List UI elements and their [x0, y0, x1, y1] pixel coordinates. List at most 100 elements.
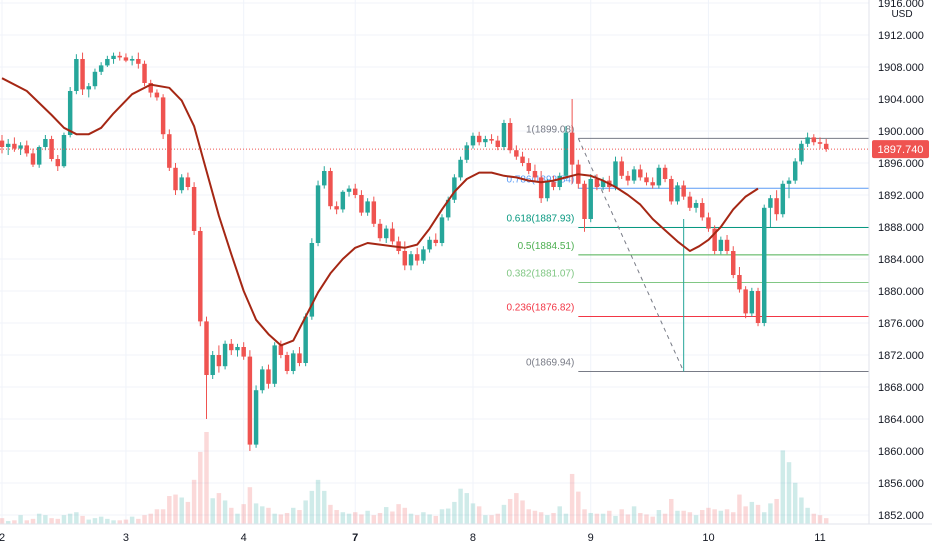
volume-bar — [569, 473, 575, 524]
candle-body — [452, 177, 457, 200]
y-tick-label: 1912.000 — [878, 30, 924, 42]
y-tick-label: 1900.000 — [878, 126, 924, 138]
volume-bar — [631, 506, 637, 524]
candle-body — [631, 169, 637, 181]
price-axis[interactable]: 1852.000 1856.000 1860.000 1864.000 1868.000… — [868, 0, 932, 524]
candle-body — [191, 187, 197, 231]
volume-bar — [36, 513, 42, 524]
volume-bar — [148, 513, 153, 524]
volume-bar — [86, 519, 91, 524]
volume-bars — [0, 432, 829, 524]
candle-body — [613, 161, 618, 187]
candle-body — [30, 153, 36, 165]
volume-bar — [5, 521, 11, 524]
volume-bar — [681, 510, 686, 524]
candle-body — [514, 150, 519, 157]
candle-body — [365, 201, 370, 213]
volume-bar — [495, 513, 500, 524]
candle-body — [129, 59, 135, 61]
y-tick-label: 1896.000 — [878, 158, 924, 170]
candle-body — [669, 179, 674, 202]
volume-bar — [625, 514, 631, 524]
candle-body — [470, 135, 476, 146]
candle-body — [483, 139, 488, 143]
volume-bar — [638, 512, 643, 524]
volume-bar — [520, 500, 525, 524]
candle-body — [210, 355, 215, 375]
volume-bar — [526, 509, 531, 524]
x-tick-label: 2 — [0, 532, 5, 544]
candle-body — [402, 251, 408, 266]
volume-bar — [421, 512, 426, 524]
candle-body — [61, 135, 67, 167]
candle-body — [303, 316, 308, 363]
fib-level-label: 1(1899.08) — [526, 124, 574, 135]
volume-bar — [712, 509, 717, 524]
candle-body — [328, 171, 333, 207]
candle-body — [786, 180, 792, 184]
volume-bar — [706, 507, 711, 524]
candle-body — [235, 347, 240, 351]
volume-bar — [346, 513, 352, 524]
x-tick-label: 10 — [702, 532, 714, 544]
candle-body — [588, 179, 593, 219]
volume-bar — [167, 496, 172, 524]
volume-bar — [594, 513, 600, 524]
volume-bar — [607, 510, 612, 524]
volume-bar — [532, 510, 538, 524]
volume-bar — [173, 494, 178, 524]
volume-bar — [98, 516, 104, 524]
volume-bar — [241, 504, 246, 524]
candle-body — [377, 223, 383, 239]
candle-body — [291, 353, 296, 371]
volume-bar — [359, 514, 364, 524]
volume-bar — [222, 500, 228, 524]
candle-body — [136, 59, 141, 64]
candle-body — [297, 353, 302, 363]
volume-bar — [823, 518, 829, 524]
candle-body — [520, 156, 525, 163]
y-tick-label: 1872.000 — [878, 350, 924, 362]
candle-body — [712, 228, 717, 251]
volume-bar — [656, 510, 662, 524]
volume-bar — [476, 506, 482, 524]
volume-bar — [229, 507, 234, 524]
time-axis[interactable]: 2 3 4 7 8 9 10 11 — [0, 523, 932, 550]
x-tick-label: 11 — [814, 532, 825, 544]
candle-body — [823, 143, 829, 150]
volume-bar — [74, 512, 79, 524]
x-tick-label: 9 — [588, 532, 594, 544]
candle-body — [0, 140, 5, 147]
y-tick-label: 1868.000 — [878, 382, 924, 394]
volume-bar — [811, 513, 817, 524]
candle-body — [241, 347, 246, 357]
y-tick-label: 1876.000 — [878, 318, 924, 330]
volume-bar — [49, 518, 54, 524]
volume-bar — [253, 503, 259, 524]
volume-bar — [650, 516, 655, 524]
volume-bar — [545, 515, 550, 524]
candle-body — [644, 177, 649, 183]
volume-bar — [185, 501, 191, 524]
candle-body — [322, 171, 327, 186]
candle-body — [383, 228, 389, 239]
volume-bar — [111, 520, 116, 524]
candle-body — [185, 177, 191, 187]
candle-body — [755, 291, 761, 323]
candle-body — [700, 203, 705, 218]
candle-body — [247, 356, 253, 445]
volume-bar — [563, 513, 569, 524]
candle-body — [371, 201, 377, 224]
x-tick-label: 8 — [470, 532, 476, 544]
volume-bar — [80, 515, 85, 524]
candle-body — [266, 369, 271, 384]
candle-body — [36, 147, 42, 165]
candle-body — [458, 159, 463, 178]
candle-body — [582, 183, 587, 219]
candle-body — [222, 343, 228, 367]
moving-average — [1, 77, 759, 347]
volume-bar — [439, 509, 445, 524]
candle-body — [638, 169, 643, 178]
